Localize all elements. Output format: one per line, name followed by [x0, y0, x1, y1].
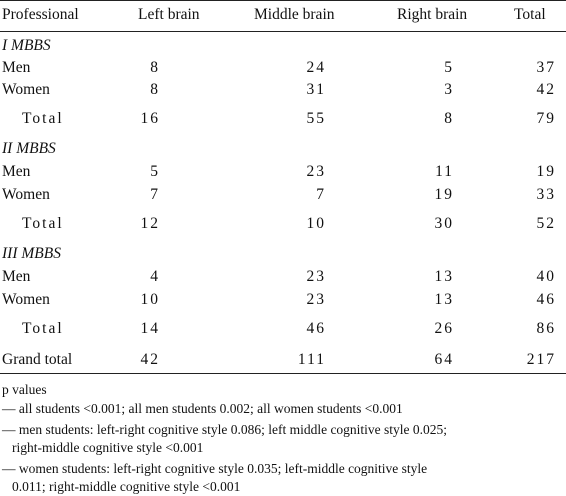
group-title: III MBBS: [2, 245, 61, 262]
row-label: Women: [2, 291, 50, 308]
cell-middle: 7: [316, 186, 326, 203]
row-label: Men: [2, 268, 31, 285]
grand-total-total: 217: [526, 351, 556, 368]
cell-left: 5: [150, 163, 160, 180]
cell-right: 13: [434, 268, 454, 285]
cell-middle: 23: [306, 268, 326, 285]
cell-middle: 24: [306, 59, 326, 76]
header-left-brain: Left brain: [138, 6, 200, 23]
cell-right: 13: [434, 291, 454, 308]
cell-right: 26: [434, 320, 454, 337]
cell-left: 14: [140, 320, 160, 337]
top-rule: [0, 0, 566, 1]
grand-total-middle: 111: [297, 351, 326, 368]
cell-total: 37: [536, 59, 556, 76]
cell-left: 8: [150, 59, 160, 76]
cell-middle: 23: [306, 291, 326, 308]
row-label: Women: [2, 81, 50, 98]
row-label: Men: [2, 163, 31, 180]
cell-total: 19: [536, 163, 556, 180]
cell-left: 4: [150, 268, 160, 285]
cell-middle: 31: [306, 81, 326, 98]
footnote-line: — all students <0.001; all men students …: [2, 401, 403, 416]
cell-total: 79: [536, 110, 556, 127]
row-label-total: Total: [22, 215, 64, 232]
footnote-line: — men students: left-right cognitive sty…: [2, 422, 448, 437]
row-label-total: Total: [22, 110, 64, 127]
row-label: Men: [2, 59, 31, 76]
footnote-line: right-middle cognitive style <0.001: [12, 440, 204, 455]
cell-left: 7: [150, 186, 160, 203]
grand-total-label: Grand total: [2, 351, 73, 368]
footnote-heading: p values: [2, 382, 47, 397]
cell-right: 19: [434, 186, 454, 203]
cell-middle: 10: [306, 215, 326, 232]
cell-total: 33: [536, 186, 556, 203]
group-title: II MBBS: [2, 140, 56, 157]
cell-right: 8: [444, 110, 454, 127]
cell-left: 16: [140, 110, 160, 127]
footnote-line: — women students: left-right cognitive s…: [2, 461, 428, 476]
header-rule: [0, 31, 566, 32]
cell-right: 3: [444, 81, 454, 98]
header-right-brain: Right brain: [397, 6, 468, 23]
cell-middle: 23: [306, 163, 326, 180]
cell-left: 10: [140, 291, 160, 308]
cell-total: 46: [536, 291, 556, 308]
row-label: Women: [2, 186, 50, 203]
cell-total: 42: [536, 81, 556, 98]
cell-right: 11: [435, 163, 454, 180]
group-title: I MBBS: [2, 37, 51, 54]
cell-right: 5: [444, 59, 454, 76]
cell-total: 40: [536, 268, 556, 285]
footnote-line: 0.011; right-middle cognitive style <0.0…: [12, 479, 241, 494]
bottom-rule: [0, 373, 566, 374]
cell-left: 8: [150, 81, 160, 98]
header-middle-brain: Middle brain: [254, 6, 335, 23]
cell-total: 52: [536, 215, 556, 232]
header-professional: Professional: [2, 6, 79, 23]
header-total: Total: [514, 6, 546, 23]
grand-total-left: 42: [140, 351, 160, 368]
row-label-total: Total: [22, 320, 64, 337]
cell-middle: 55: [306, 110, 326, 127]
cell-total: 86: [536, 320, 556, 337]
cell-left: 12: [140, 215, 160, 232]
cell-right: 30: [434, 215, 454, 232]
grand-total-right: 64: [434, 351, 454, 368]
cell-middle: 46: [306, 320, 326, 337]
